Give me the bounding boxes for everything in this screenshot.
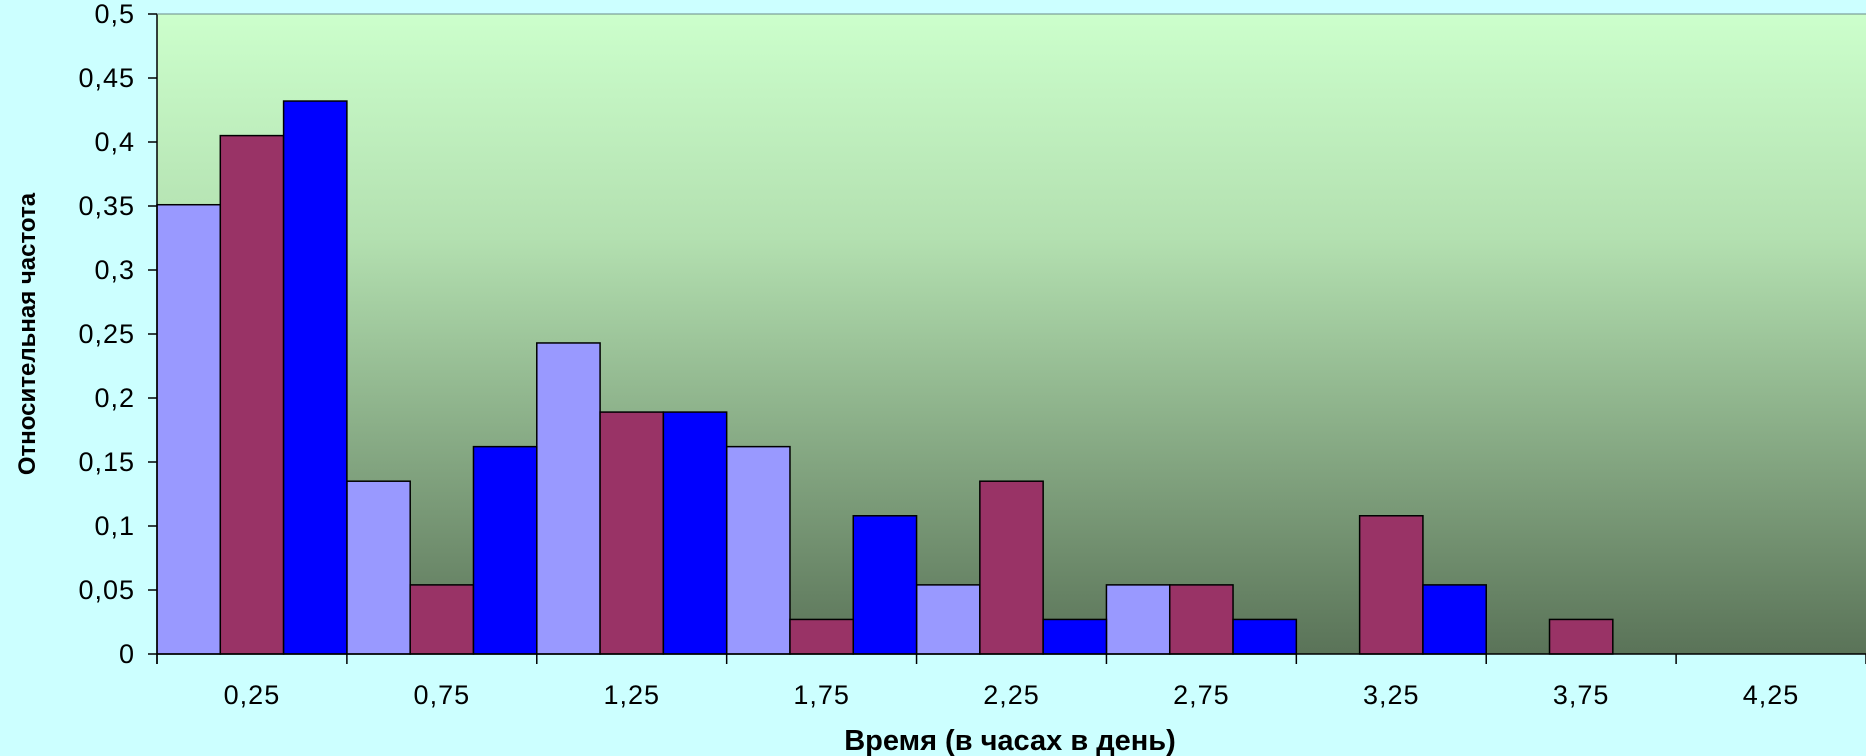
x-tick-label: 3,25 [1363, 680, 1420, 710]
y-tick-label: 0,25 [78, 319, 135, 349]
x-tick-label: 1,25 [603, 680, 660, 710]
x-tick-label: 2,75 [1173, 680, 1230, 710]
y-tick-label: 0 [119, 639, 135, 669]
bar-series3-7 [1422, 584, 1487, 655]
x-tick-label: 2,25 [983, 680, 1040, 710]
bar-series2-8 [1548, 618, 1614, 655]
bar-series2-5 [979, 480, 1044, 655]
x-axis-title: Время (в часах в день) [844, 725, 1176, 756]
bar-series3-4 [852, 515, 918, 655]
x-tick-label: 0,25 [224, 680, 281, 710]
bar-series2-2 [409, 584, 475, 655]
y-tick-label: 0,15 [78, 447, 135, 477]
bar-series3-2 [472, 445, 538, 655]
bars-group [156, 100, 1614, 655]
x-tick-label: 1,75 [793, 680, 850, 710]
y-tick-label: 0,3 [94, 255, 135, 285]
bar-series1-2 [346, 480, 411, 655]
bar-series1-6 [1105, 584, 1171, 655]
y-tick-label: 0,35 [78, 191, 135, 221]
bar-series1-4 [725, 445, 791, 655]
y-tick-label: 0,45 [78, 63, 135, 93]
bar-series2-7 [1358, 515, 1424, 655]
bar-series2-1 [219, 134, 285, 655]
y-tick-label: 0,5 [94, 0, 135, 29]
bar-series2-4 [789, 618, 855, 655]
x-tick-label: 0,75 [414, 680, 471, 710]
bar-series3-1 [282, 100, 348, 655]
x-tick-label: 4,25 [1743, 680, 1800, 710]
tick-labels-group: 0 0,05 0,1 0,15 0,2 0,25 0,3 0,35 0,4 0,45 0,5 0,25… [78, 0, 1800, 710]
y-tick-label: 0,05 [78, 575, 135, 605]
y-axis-title: Относительная частота [14, 192, 41, 475]
y-tick-label: 0,2 [94, 383, 135, 413]
bar-series3-5 [1042, 618, 1108, 655]
bar-series3-6 [1232, 618, 1298, 655]
y-tick-label: 0,1 [94, 511, 135, 541]
y-tick-label: 0,4 [94, 127, 135, 157]
bar-series1-5 [915, 584, 981, 655]
bar-series1-1 [156, 203, 222, 655]
bar-series2-6 [1168, 584, 1234, 655]
bar-series2-3 [599, 411, 665, 655]
bar-series3-3 [662, 411, 728, 655]
axes-group [148, 13, 1866, 664]
x-tick-label: 3,75 [1553, 680, 1610, 710]
bar-series1-3 [536, 342, 601, 655]
